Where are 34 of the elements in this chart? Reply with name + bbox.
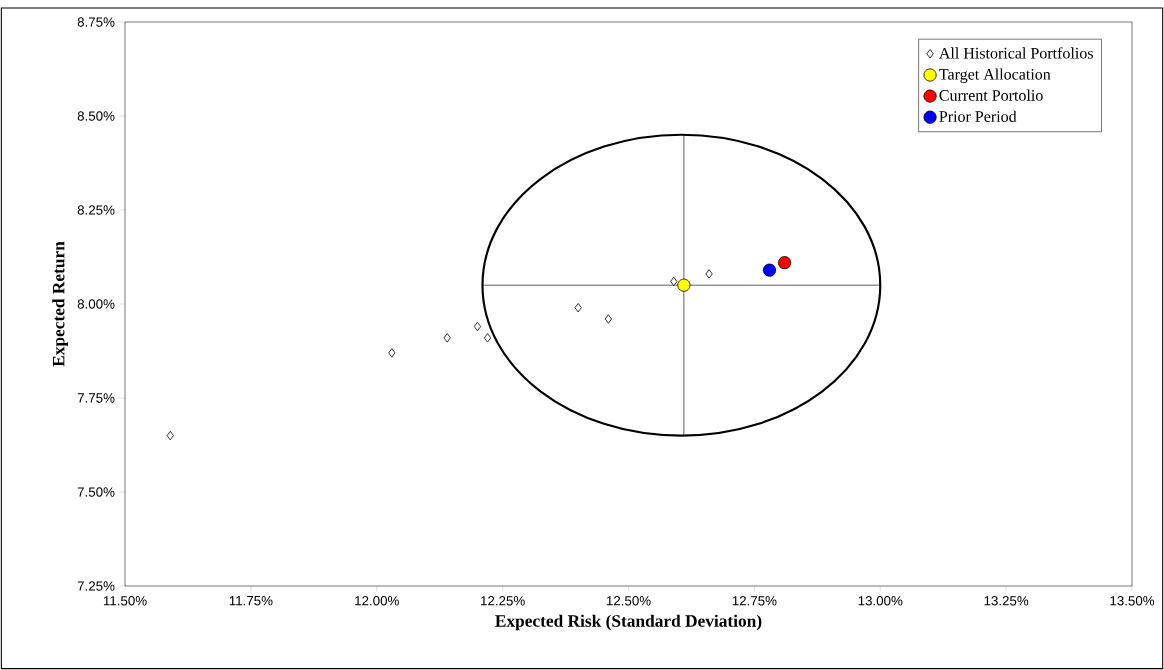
y-tick-label: 8.50%: [77, 111, 115, 121]
point: [762, 263, 777, 277]
legend-label: Target Allocation: [939, 68, 1051, 83]
x-tick-label: 13.50%: [1110, 596, 1155, 606]
legend-label: Prior Period: [939, 110, 1017, 122]
y-tick-label: 8.25%: [77, 205, 115, 215]
point: [677, 278, 691, 292]
point: [778, 256, 792, 270]
y-tick-label: 8.00%: [77, 299, 115, 309]
x-axis-title: Expected Risk (Standard Deviation): [495, 614, 762, 631]
x-tick-label: 11.50%: [103, 596, 147, 606]
y-tick-label: 7.50%: [77, 487, 115, 497]
point: [574, 303, 582, 313]
legend-label: Current Portolio: [939, 89, 1043, 101]
point: [483, 333, 492, 343]
point: [388, 348, 396, 358]
x-tick-label: 12.00%: [355, 596, 399, 606]
x-tick-label: 11.75%: [229, 596, 273, 606]
x-tick-label: 13.00%: [858, 596, 903, 606]
x-tick-label: 13.25%: [984, 596, 1029, 606]
x-tick-label: 12.75%: [732, 596, 777, 606]
point: [166, 430, 174, 441]
x-tick-label: 12.50%: [606, 596, 651, 606]
point: [604, 314, 612, 324]
x-tick-label: 12.25%: [481, 596, 525, 606]
y-tick-label: 7.75%: [77, 393, 115, 403]
point: [443, 333, 451, 343]
point: [670, 276, 678, 287]
y-tick-label: 7.25%: [77, 581, 115, 591]
legend-label: All Historical Portfolios: [939, 47, 1093, 59]
y-tick-label: 8.75%: [77, 17, 115, 27]
point: [705, 269, 713, 279]
point: [473, 321, 482, 332]
y-axis-title: Expected Return: [52, 241, 68, 367]
